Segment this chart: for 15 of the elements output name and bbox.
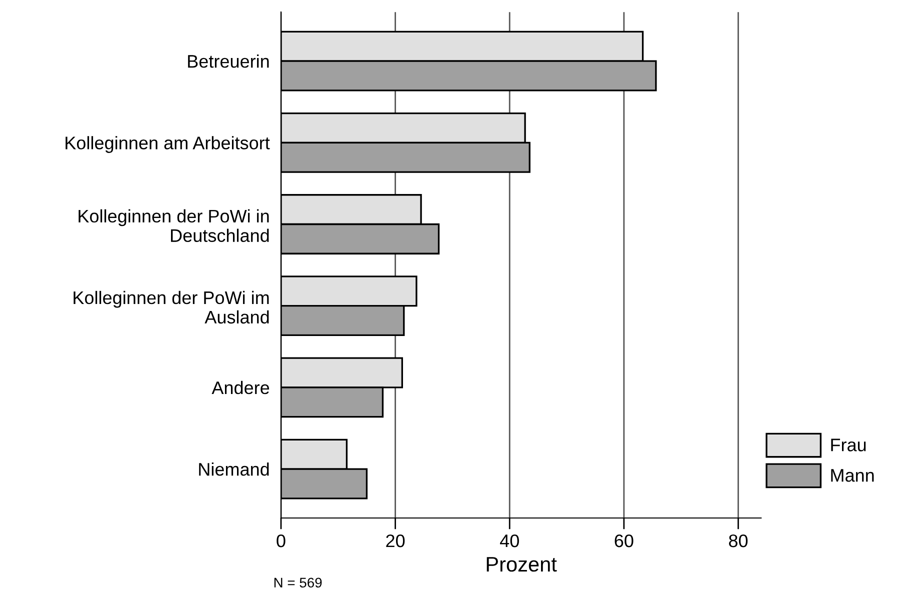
legend-label: Mann: [831, 469, 874, 482]
y-tick-label: Niemand: [199, 462, 269, 476]
x-tick-label: 60: [614, 534, 634, 548]
y-tick-label: Betreuerin: [188, 54, 269, 68]
text: N = 569: [274, 578, 322, 588]
x-tick-label: 20: [386, 534, 405, 548]
y-tick-label: Kolleginnen der PoWi in Deutschland: [78, 209, 269, 242]
y-tick-label: Andere: [212, 380, 270, 394]
y-tick-label: Kolleginnen der PoWi im Ausland: [74, 290, 269, 324]
x-tick-label: 80: [728, 534, 748, 548]
x-tick-label: 0: [276, 534, 286, 548]
x-axis-title: Prozent: [486, 557, 557, 572]
y-tick-label: Kolleginnen am Arbeitsort: [66, 136, 270, 153]
x-tick-label: 40: [500, 534, 519, 548]
legend-label: Frau: [831, 438, 866, 452]
